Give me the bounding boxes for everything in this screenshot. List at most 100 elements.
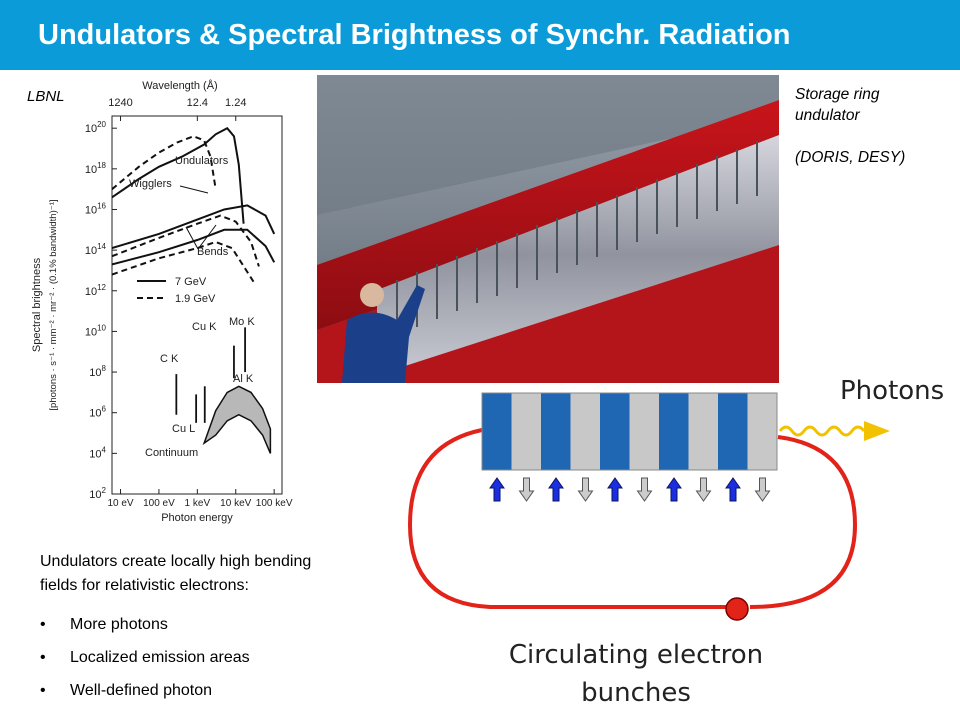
series-line-undulators [112, 135, 217, 190]
y-tick-exponent: 10 [97, 323, 106, 332]
curve-label: Undulators [175, 155, 229, 167]
description-text: Undulators create locally high bending f… [40, 550, 400, 707]
bends-pointer [197, 224, 217, 250]
y-tick-label: 1012 [85, 283, 107, 298]
field-arrow-down [577, 477, 594, 502]
undulator-magnet [600, 393, 630, 470]
y-tick-label: 102 [89, 486, 106, 501]
field-arrow-down [636, 477, 653, 502]
x-tick-label: 10 keV [220, 498, 251, 509]
top-tick-label: 12.4 [187, 97, 208, 109]
emission-line-label: C K [160, 353, 179, 365]
bullet-text: Localized emission areas [70, 649, 250, 666]
intro-paragraph: Undulators create locally high bending f… [40, 550, 400, 598]
source-label: LBNL [27, 88, 65, 105]
bullet-item: • More photons [40, 608, 400, 641]
field-arrow-up [548, 477, 564, 502]
electron-bunch [725, 597, 749, 621]
x-tick-label: 100 keV [256, 498, 293, 509]
photon-arrowhead [864, 421, 890, 441]
field-arrow-up [666, 477, 682, 502]
y-tick-exponent: 18 [97, 161, 106, 170]
storage-ring-diagram [407, 392, 890, 621]
bullet-item: • Well-defined photon [40, 674, 400, 707]
y-tick-label: 1018 [85, 161, 107, 176]
photon-wave [778, 425, 866, 437]
field-arrow-down [695, 477, 712, 502]
y-tick-exponent: 20 [97, 120, 106, 129]
ring-path [407, 428, 735, 609]
bunches-label-line: bunches [581, 678, 691, 708]
photo-caption: Storage ring undulator (DORIS, DESY) [795, 84, 905, 168]
bunches-label: Circulating electron bunches [500, 636, 772, 712]
series-line-wigglers [112, 204, 276, 250]
y-tick-exponent: 2 [102, 486, 107, 495]
undulator-magnet [688, 393, 718, 470]
emission-line-label: Cu K [192, 321, 217, 333]
y-axis-unit: [photons · s⁻¹ · mm⁻² · mr⁻² · (0.1% ban… [48, 199, 59, 410]
bullet-dot: • [40, 649, 46, 666]
undulator-magnet [629, 393, 659, 470]
bunches-label-line: Circulating electron [508, 640, 764, 670]
undulator-magnet [659, 393, 689, 470]
continuum-band [202, 385, 272, 454]
field-arrow-up [489, 477, 505, 502]
caption-line: (DORIS, DESY) [795, 149, 906, 166]
curve-label: Wigglers [129, 178, 172, 190]
y-tick-exponent: 16 [97, 201, 106, 210]
y-tick-label: 1020 [85, 120, 107, 135]
top-tick-label: 1240 [108, 97, 132, 109]
undulator-magnet [511, 393, 541, 470]
emission-line-label: Cu L [172, 423, 195, 435]
x-axis-label: Photon energy [161, 512, 233, 524]
x-tick-label: 10 eV [107, 498, 133, 509]
y-axis-label: Spectral brightness [31, 257, 43, 352]
caption-line: undulator [795, 107, 860, 124]
y-tick-exponent: 4 [102, 445, 107, 454]
y-tick-label: 104 [89, 445, 106, 460]
y-tick-label: 108 [89, 364, 106, 379]
intro-line: Undulators create locally high bending [40, 553, 312, 570]
series-line-wigglers [112, 214, 260, 267]
y-tick-exponent: 14 [97, 242, 106, 251]
photons-label: Photons [840, 376, 945, 406]
undulator-magnet [482, 393, 512, 470]
slide-title: Undulators & Spectral Brightness of Sync… [38, 19, 791, 51]
y-tick-exponent: 8 [102, 364, 107, 373]
bullet-list: • More photons • Localized emission areas … [40, 608, 400, 707]
curve-label: Bends [197, 246, 229, 258]
y-tick-label: 1016 [85, 201, 107, 216]
top-axis-label: Wavelength (Å) [142, 79, 217, 92]
field-arrow-down [754, 477, 771, 502]
undulator-magnet [541, 393, 571, 470]
bullet-dot: • [40, 682, 46, 699]
series-line-bends [112, 228, 276, 266]
wigglers-pointer [179, 185, 209, 194]
emission-line-label: Al K [233, 373, 254, 385]
undulator-magnet [570, 393, 600, 470]
undulator-magnet [718, 393, 748, 470]
y-tick-label: 106 [89, 405, 106, 420]
x-tick-label: 100 eV [143, 498, 175, 509]
caption-line: Storage ring [795, 86, 880, 103]
series-line-bends [112, 240, 255, 284]
undulator-photo [317, 75, 779, 383]
title-bar: Undulators & Spectral Brightness of Sync… [0, 0, 960, 70]
bullet-dot: • [40, 616, 46, 633]
bends-pointer [185, 226, 199, 250]
series-line-undulators [112, 126, 245, 224]
undulator-magnet [747, 393, 777, 470]
y-tick-label: 1014 [85, 242, 107, 257]
emission-line-label: Mo K [229, 316, 255, 328]
undulator-frame [481, 392, 778, 471]
bullet-text: Well-defined photon [70, 682, 213, 699]
bullet-item: • Localized emission areas [40, 641, 400, 674]
intro-line: fields for relativistic electrons: [40, 577, 249, 594]
x-tick-label: 1 keV [185, 498, 211, 509]
y-tick-exponent: 12 [97, 283, 106, 292]
field-arrow-down [518, 477, 535, 502]
field-arrow-up [725, 477, 741, 502]
legend-label: 1.9 GeV [175, 293, 216, 305]
y-tick-label: 1010 [85, 323, 107, 338]
